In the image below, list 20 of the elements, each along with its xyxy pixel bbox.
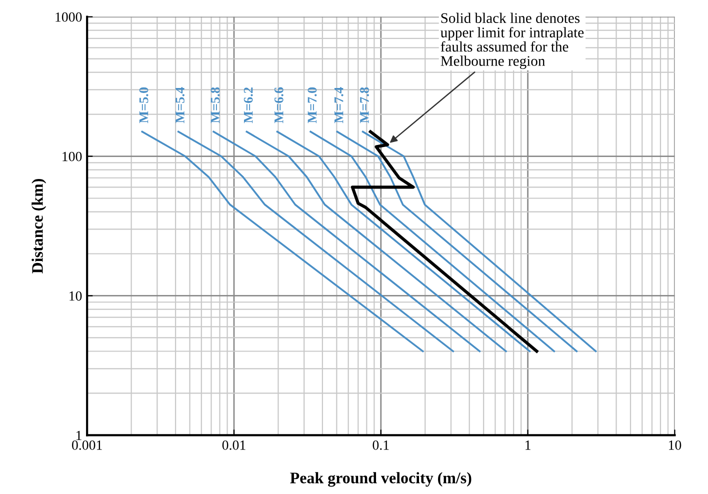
x-tick-label: 0.01 xyxy=(222,440,246,450)
text: M=6.6 xyxy=(274,87,284,124)
y-tick-label: 100 xyxy=(62,152,82,162)
y-tick-label: 10 xyxy=(70,291,82,301)
x-tick-label: 1 xyxy=(526,440,530,450)
text: M=5.8 xyxy=(210,87,220,124)
y-tick-label: 1000 xyxy=(56,12,82,22)
x-axis-title: Peak ground velocity (m/s) xyxy=(290,472,472,487)
text: M=6.2 xyxy=(244,87,253,124)
text: M=5.0 xyxy=(139,87,148,124)
text: M=7.4 xyxy=(334,87,344,124)
x-tick-label: 0.1 xyxy=(372,440,389,450)
text: M=7.8 xyxy=(360,87,369,124)
annotation: Solid black line denotes upper limit for intraplate faults assumed for the Melbourne region xyxy=(440,12,584,69)
x-tick-label: 0.001 xyxy=(72,440,102,450)
text: M=5.4 xyxy=(176,87,184,124)
text: M=7.0 xyxy=(308,87,317,124)
y-axis-title: Distance (km) xyxy=(32,179,46,274)
y-tick-label: 1 xyxy=(76,430,82,440)
x-tick-label: 10 xyxy=(669,440,682,450)
